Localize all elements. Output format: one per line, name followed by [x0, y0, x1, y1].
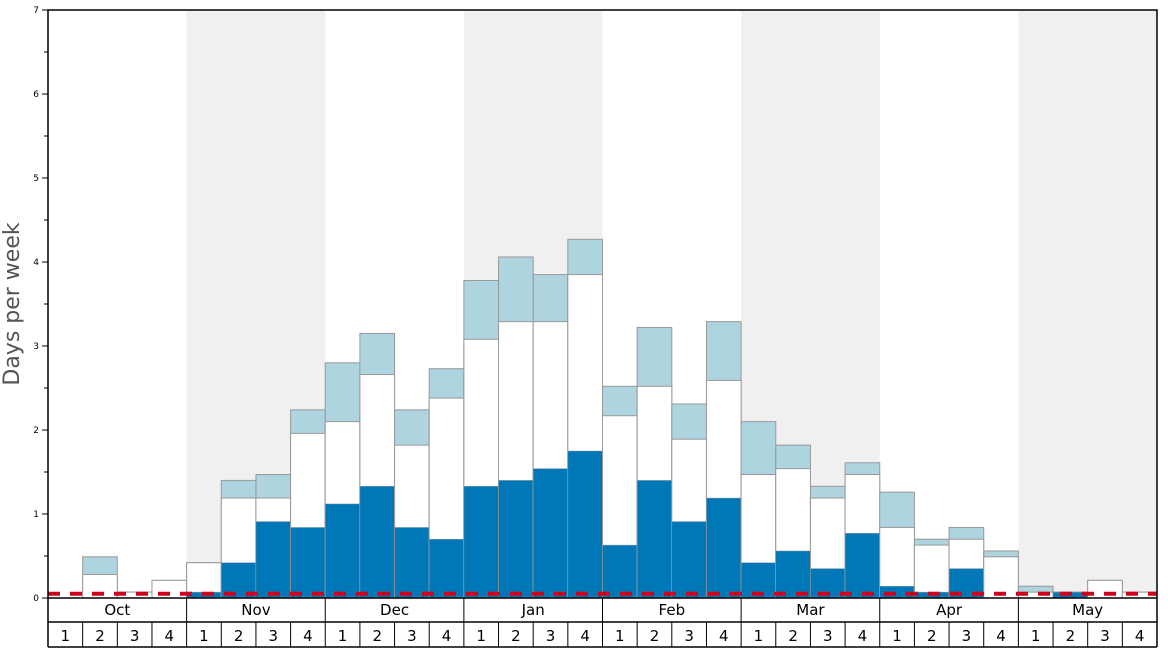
- y-tick-label-7: 7: [33, 6, 39, 16]
- week-label-15: 4: [580, 627, 590, 645]
- week-label-24: 1: [892, 627, 902, 645]
- bar-bottom-7: [290, 527, 326, 599]
- month-label-mar: Mar: [796, 601, 825, 619]
- week-label-29: 2: [1066, 627, 1076, 645]
- week-label-11: 4: [442, 627, 452, 645]
- x-axis: Oct Nov Dec Jan Feb Mar Apr May 1 2 3 4 1 2 3 4 1 2 3 4 1 2 3 4…: [47, 598, 1158, 648]
- bar-bottom-15: [567, 450, 603, 599]
- bar-middle-27: [983, 556, 1019, 599]
- week-label-4: 1: [199, 627, 209, 645]
- month-label-jan: Jan: [521, 601, 545, 619]
- week-label-2: 3: [130, 627, 140, 645]
- week-label-7: 4: [303, 627, 313, 645]
- week-label-0: 1: [61, 627, 71, 645]
- y-tick-label-1: 1: [33, 510, 39, 520]
- y-tick-label-0: 0: [33, 594, 39, 604]
- week-label-13: 2: [511, 627, 521, 645]
- bar-middle-25: [913, 544, 950, 599]
- week-label-10: 3: [407, 627, 417, 645]
- y-tick-label-4: 4: [33, 258, 39, 268]
- week-label-21: 2: [788, 627, 798, 645]
- month-label-apr: Apr: [936, 601, 963, 619]
- week-label-17: 2: [650, 627, 660, 645]
- week-label-30: 3: [1100, 627, 1110, 645]
- week-label-9: 2: [372, 627, 382, 645]
- week-label-23: 4: [858, 627, 868, 645]
- bar-bottom-16: [602, 544, 638, 599]
- week-label-14: 3: [546, 627, 556, 645]
- week-label-3: 4: [165, 627, 175, 645]
- week-label-5: 2: [234, 627, 244, 645]
- bar-bottom-10: [394, 527, 430, 599]
- month-shade-may: [1018, 10, 1157, 598]
- bar-bottom-9: [359, 486, 395, 599]
- bar-bottom-6: [255, 521, 291, 599]
- y-tick-label-2: 2: [33, 426, 39, 436]
- y-axis-label: Days per week: [0, 222, 25, 385]
- week-label-25: 2: [927, 627, 937, 645]
- month-label-nov: Nov: [241, 601, 270, 619]
- bar-bottom-14: [532, 468, 569, 599]
- month-label-feb: Feb: [659, 601, 686, 619]
- bar-bottom-23: [844, 533, 880, 599]
- bar-bottom-21: [775, 550, 811, 599]
- bar-bottom-18: [671, 521, 707, 599]
- bar-bottom-8: [325, 503, 361, 599]
- week-label-19: 4: [719, 627, 729, 645]
- y-axis: 0 1 2 3 4 5 6 7: [33, 6, 48, 604]
- week-label-27: 4: [996, 627, 1006, 645]
- week-label-20: 1: [754, 627, 764, 645]
- plot-frame: [47, 9, 1158, 599]
- month-label-may: May: [1072, 601, 1103, 619]
- bar-bottom-13: [498, 480, 534, 599]
- bar-bottom-19: [706, 497, 742, 599]
- week-label-12: 1: [476, 627, 486, 645]
- week-label-8: 1: [338, 627, 348, 645]
- week-label-16: 1: [615, 627, 625, 645]
- y-tick-label-5: 5: [33, 174, 39, 184]
- week-label-28: 1: [1031, 627, 1041, 645]
- month-label-dec: Dec: [380, 601, 409, 619]
- bars-group: [82, 238, 1158, 599]
- bar-bottom-12: [463, 486, 499, 599]
- week-label-1: 2: [95, 627, 105, 645]
- bar-bottom-11: [428, 538, 465, 599]
- week-label-6: 3: [268, 627, 278, 645]
- y-tick-label-3: 3: [33, 342, 39, 352]
- week-label-18: 3: [684, 627, 694, 645]
- month-label-oct: Oct: [104, 601, 130, 619]
- bar-bottom-17: [636, 480, 673, 599]
- week-label-26: 3: [962, 627, 972, 645]
- week-label-31: 4: [1135, 627, 1145, 645]
- week-label-22: 3: [823, 627, 833, 645]
- y-tick-label-6: 6: [33, 90, 39, 100]
